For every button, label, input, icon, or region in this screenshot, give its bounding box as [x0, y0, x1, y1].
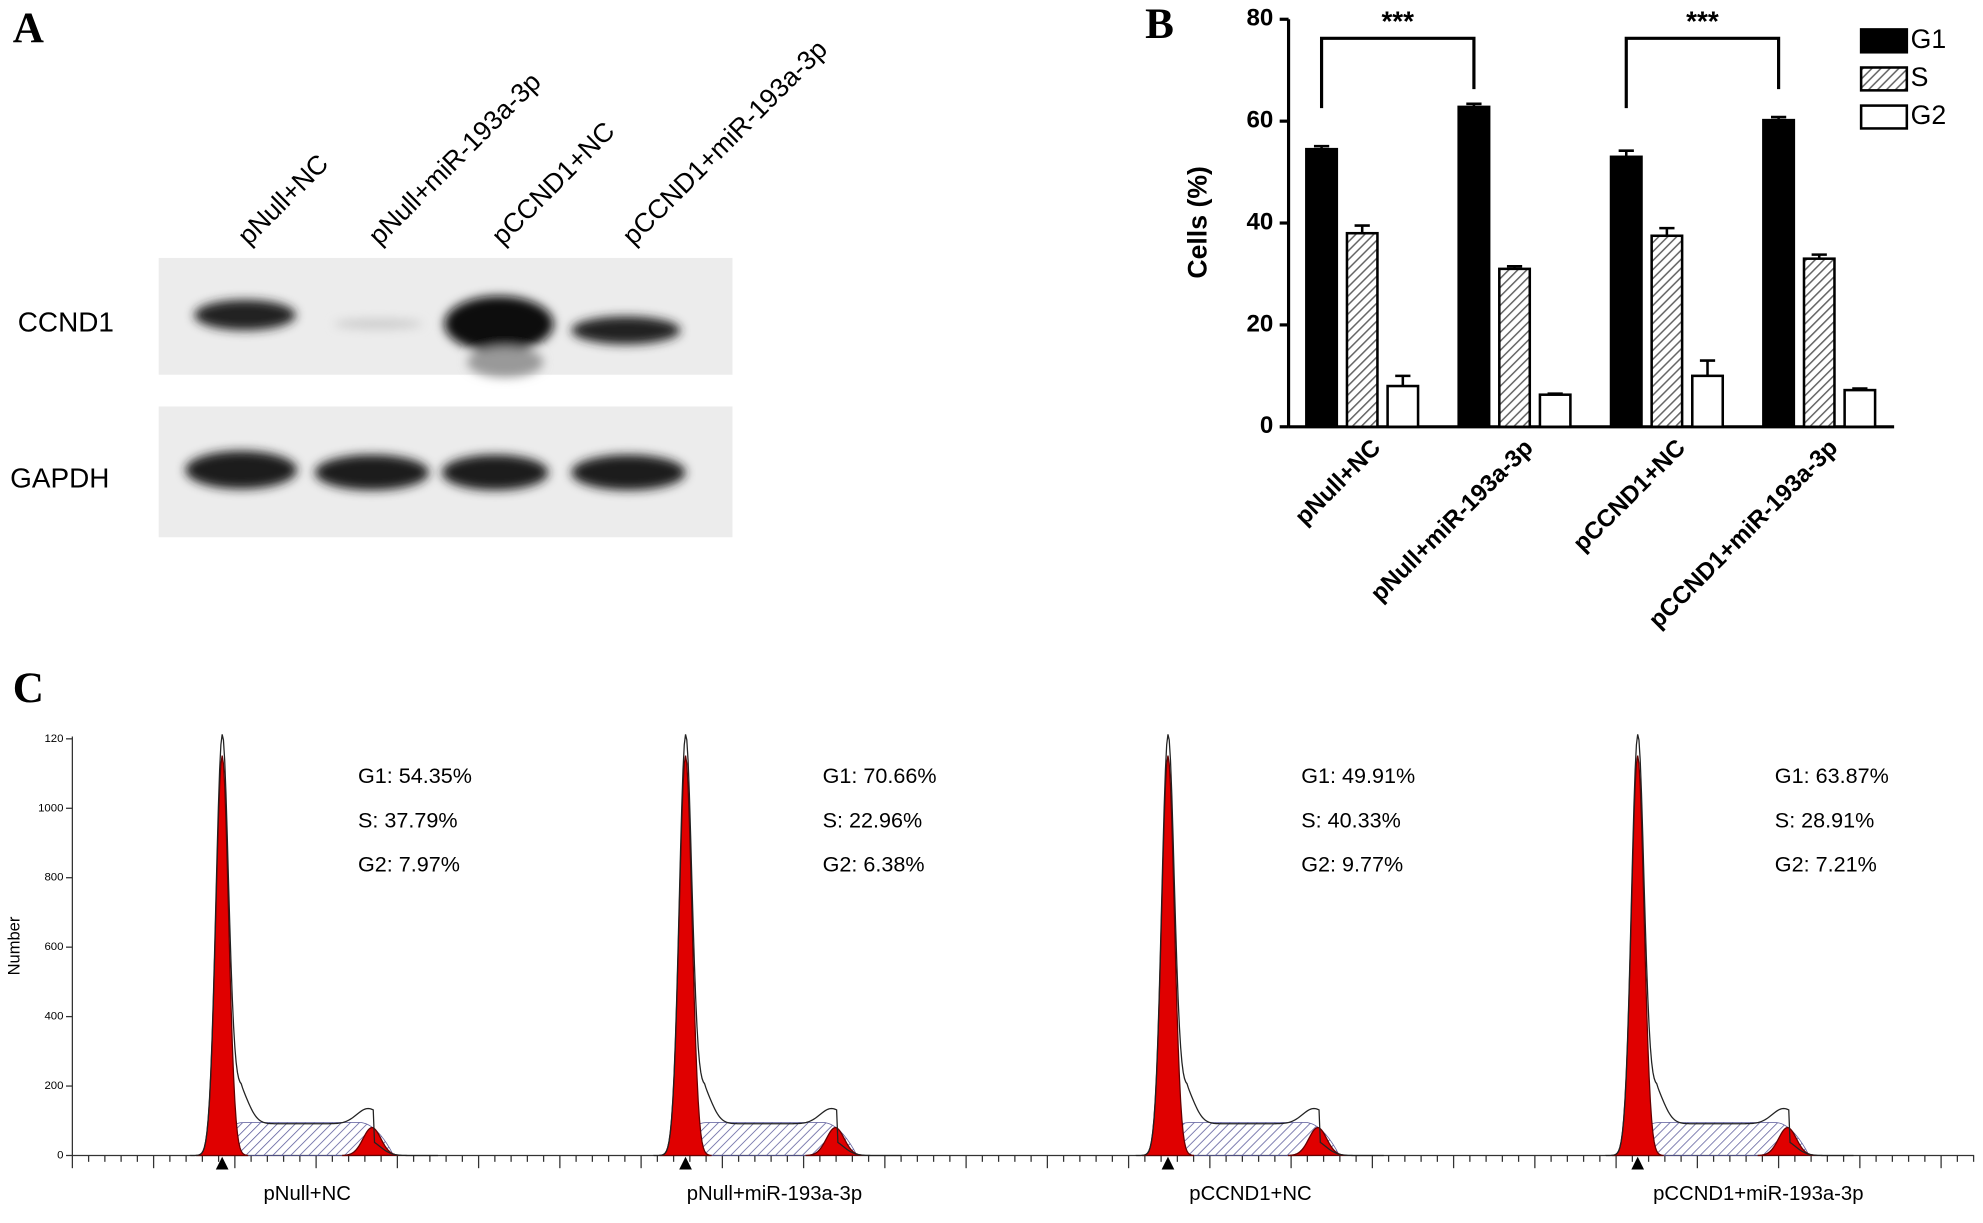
legend-swatch: [1859, 28, 1909, 54]
histogram-outline: [1605, 734, 1854, 1157]
phase-stat: S: 28.91%: [1775, 807, 1875, 832]
significance-bracket: [1624, 36, 1781, 109]
y-axis-label: Cells (%): [1183, 166, 1213, 279]
phase-stat: G1: 70.66%: [823, 763, 937, 788]
y-tick-label: 200: [44, 1080, 63, 1092]
x-tick-label: pCCND1+NC: [1568, 434, 1691, 557]
histogram-outline: [1135, 734, 1384, 1157]
y-tick-label: 20: [1247, 310, 1274, 337]
bar: [1538, 393, 1572, 429]
phase-stat: S: 22.96%: [823, 807, 923, 832]
g2-peak: [1287, 1126, 1346, 1157]
lane-label: pNull+NC: [232, 148, 334, 250]
blot-bands: [185, 296, 686, 491]
phase-stat: G2: 7.97%: [358, 852, 460, 877]
y-tick-label: 400: [44, 1011, 63, 1023]
panel-label: C: [13, 665, 44, 712]
legend-swatch: [1859, 104, 1909, 130]
phase-stat: G2: 6.38%: [823, 852, 925, 877]
bar: [1498, 267, 1532, 429]
error-bar: [1466, 102, 1482, 107]
error-bar: [1852, 387, 1868, 391]
y-tick-label: 0: [1260, 412, 1273, 439]
phase-stat: G1: 54.35%: [358, 763, 472, 788]
y-tick-label: 60: [1247, 107, 1274, 134]
gate-marker: [1161, 1156, 1175, 1170]
phase-stat: G1: 49.91%: [1301, 763, 1415, 788]
panel-label: A: [13, 5, 44, 52]
sample-name: pNull+NC: [264, 1183, 351, 1205]
x-tick-label: pNull+miR-193a-3p: [1365, 434, 1538, 607]
g2-peak: [342, 1126, 400, 1157]
error-bar: [1313, 144, 1330, 150]
legend-label: G1: [1911, 24, 1947, 54]
phase-stat: G2: 9.77%: [1301, 852, 1403, 877]
legend-swatch: [1859, 66, 1909, 92]
y-tick-label: 80: [1247, 5, 1274, 32]
bar: [1457, 105, 1491, 429]
g1-peak: [659, 755, 712, 1157]
error-bar: [1354, 224, 1370, 234]
g2-peak: [1757, 1126, 1816, 1157]
y-tick-label: 120: [44, 733, 63, 745]
lane-label: pCCND1+NC: [486, 116, 621, 251]
lane-label: pCCND1+miR-193a-3p: [616, 34, 833, 251]
bar: [1762, 118, 1796, 429]
g1-peak: [1141, 755, 1194, 1157]
significance-label: ***: [1381, 5, 1414, 36]
y-tick-label: 600: [44, 941, 63, 953]
sample-name: pNull+miR-193a-3p: [687, 1183, 862, 1205]
blot-row-label: GAPDH: [10, 462, 109, 493]
y-tick-label: 0: [57, 1150, 63, 1162]
error-bar: [1506, 265, 1523, 269]
bar: [1802, 257, 1836, 429]
error-bar: [1618, 149, 1634, 157]
phase-stat: S: 40.33%: [1301, 807, 1401, 832]
legend-label: G2: [1911, 100, 1947, 130]
error-bar: [1547, 392, 1563, 395]
y-axis-label: Number: [6, 916, 24, 975]
phase-stat: G2: 7.21%: [1775, 852, 1877, 877]
y-tick-label: 1000: [38, 802, 63, 814]
bar: [1345, 231, 1379, 429]
error-bar: [1770, 115, 1787, 121]
bar: [1609, 155, 1643, 429]
x-tick-label: pNull+NC: [1290, 434, 1386, 530]
y-tick-label: 800: [44, 872, 63, 884]
y-tick-label: 40: [1247, 208, 1274, 235]
bar: [1386, 384, 1420, 429]
sample-name: pCCND1+miR-193a-3p: [1653, 1183, 1863, 1205]
bar: [1843, 388, 1877, 429]
gate-marker: [1631, 1156, 1645, 1170]
g1-peak: [1611, 755, 1664, 1157]
phase-stat: G1: 63.87%: [1775, 763, 1889, 788]
panel-label: B: [1145, 1, 1174, 48]
legend-label: S: [1911, 62, 1929, 92]
bar: [1650, 234, 1684, 429]
significance-label: ***: [1686, 5, 1719, 36]
error-bar: [1395, 374, 1411, 387]
g2-peak: [805, 1126, 864, 1157]
gate-marker: [679, 1156, 692, 1170]
error-bar: [1811, 253, 1827, 259]
gate-marker: [215, 1156, 229, 1170]
error-bar: [1659, 226, 1675, 236]
significance-bracket: [1319, 36, 1476, 109]
blot-row-label: CCND1: [18, 306, 114, 337]
g1-peak: [196, 755, 249, 1157]
phase-stat: S: 37.79%: [358, 807, 458, 832]
bar: [1305, 147, 1339, 429]
sample-name: pCCND1+NC: [1189, 1183, 1311, 1205]
histogram-outline: [653, 734, 902, 1157]
histogram-outline: [189, 734, 438, 1157]
error-bar: [1699, 359, 1716, 376]
bar: [1691, 374, 1725, 429]
